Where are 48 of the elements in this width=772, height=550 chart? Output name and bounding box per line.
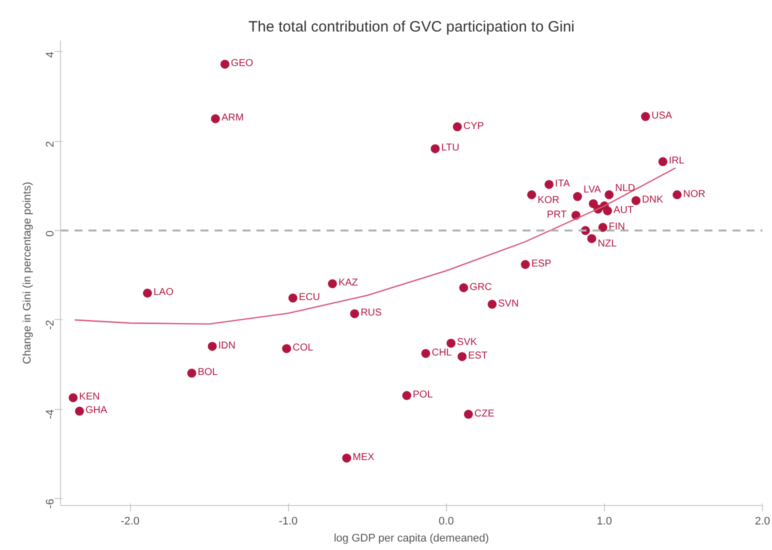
annotation: PRT bbox=[546, 209, 567, 220]
x-axis-title: log GDP per capita (demeaned) bbox=[334, 532, 489, 544]
annotation: FIN bbox=[608, 221, 625, 232]
annotation: KOR bbox=[538, 194, 560, 206]
annotation: COL bbox=[292, 342, 314, 354]
annotation: ARM bbox=[221, 112, 244, 124]
annotation: ESP bbox=[531, 258, 552, 270]
annotation: SVN bbox=[498, 298, 519, 310]
annotation: NZL bbox=[598, 238, 618, 250]
x-tick-label: 0.0 bbox=[438, 516, 454, 528]
y-tick-label: -2 bbox=[44, 320, 56, 330]
x-tick-label: 1.0 bbox=[596, 516, 612, 528]
annotation: CZE bbox=[474, 408, 495, 420]
annotation: MEX bbox=[352, 452, 375, 464]
chart-title: The total contribution of GVC participation to Gini bbox=[248, 18, 575, 36]
annotation: NOR bbox=[683, 188, 706, 200]
annotation: CHL bbox=[432, 347, 452, 358]
y-axis-title: Change in Gini (in percentage points) bbox=[22, 182, 34, 364]
annotation: BOL bbox=[198, 367, 218, 378]
annotation: DNK bbox=[642, 194, 664, 206]
annotation: GHA bbox=[85, 405, 108, 416]
annotation: IRL bbox=[668, 156, 685, 167]
annotation: POL bbox=[412, 390, 434, 401]
annotation: KAZ bbox=[338, 278, 358, 289]
annotation: GEO bbox=[230, 58, 254, 70]
x-tick-label: -1.0 bbox=[278, 516, 298, 528]
annotation: LVA bbox=[584, 184, 602, 196]
annotation: EST bbox=[468, 350, 488, 362]
y-tick-label: 0 bbox=[44, 230, 56, 237]
annotation: AUT bbox=[614, 204, 634, 216]
annotation: IDN bbox=[218, 340, 236, 352]
y-tick-label: -4 bbox=[44, 409, 56, 420]
annotation: USA bbox=[652, 110, 672, 122]
x-tick-label: -2.0 bbox=[120, 516, 140, 528]
y-tick-label: 4 bbox=[44, 52, 56, 58]
annotation: GRC bbox=[470, 282, 492, 293]
annotation: KEN bbox=[79, 392, 100, 403]
annotation: NLD bbox=[615, 182, 636, 194]
annotation: RUS bbox=[360, 308, 382, 319]
annotation: CYP bbox=[463, 120, 484, 132]
x-tick-label: 2.0 bbox=[754, 516, 770, 528]
annotation: LAO bbox=[153, 287, 174, 298]
annotation: ITA bbox=[555, 178, 570, 190]
annotation: ECU bbox=[298, 292, 320, 304]
y-tick-label: 2 bbox=[44, 141, 56, 148]
y-tick-label: -6 bbox=[44, 498, 56, 509]
annotation: LTU bbox=[441, 142, 460, 154]
annotation: SVK bbox=[457, 337, 478, 348]
